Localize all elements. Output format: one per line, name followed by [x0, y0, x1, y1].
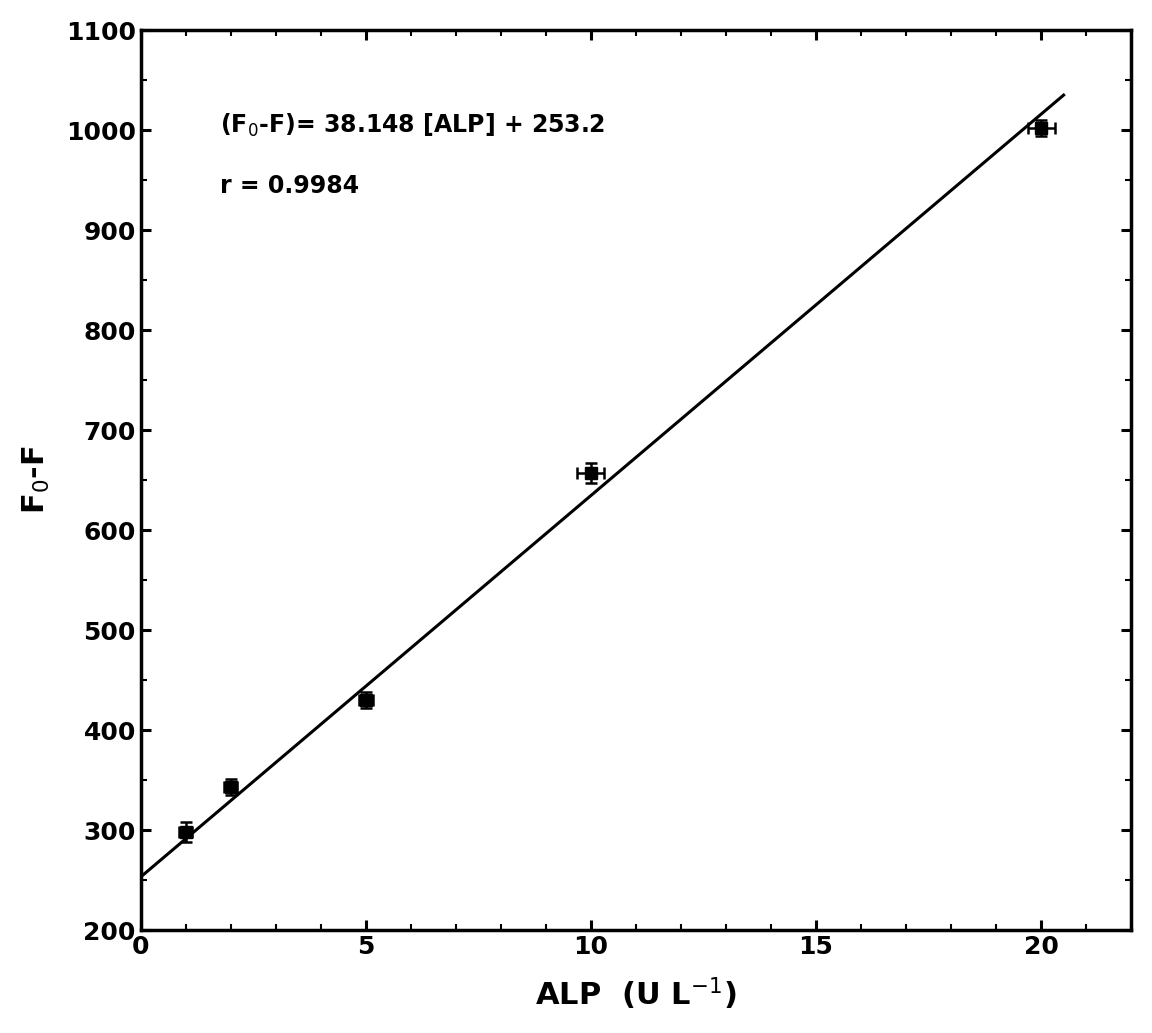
Text: r = 0.9984: r = 0.9984: [220, 175, 359, 198]
X-axis label: ALP  (U L$^{-1}$): ALP (U L$^{-1}$): [536, 975, 736, 1012]
Text: (F$_0$-F)= 38.148 [ALP] + 253.2: (F$_0$-F)= 38.148 [ALP] + 253.2: [220, 112, 605, 138]
Y-axis label: F$_0$-F: F$_0$-F: [21, 446, 52, 514]
